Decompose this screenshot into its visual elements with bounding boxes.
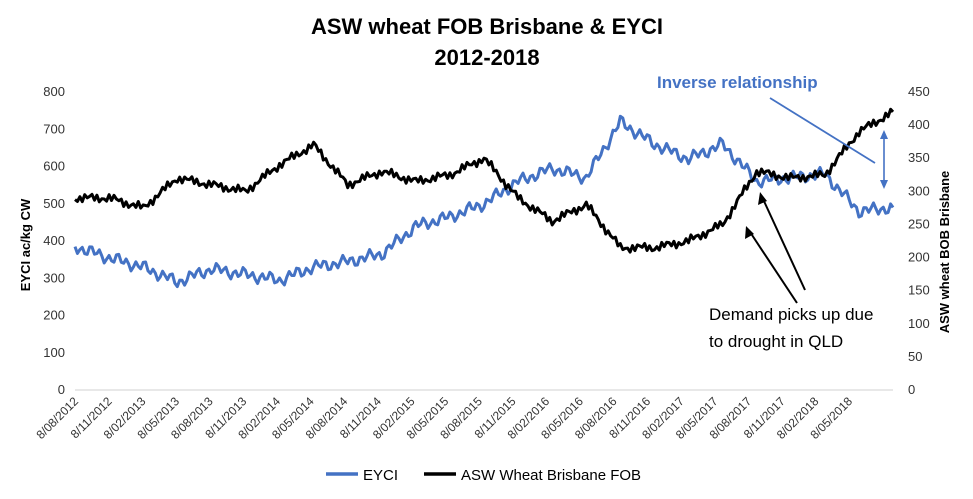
right-tick-label: 200 bbox=[908, 250, 930, 265]
annotation-demand-arrowhead-2 bbox=[758, 192, 767, 205]
left-tick-label: 600 bbox=[43, 159, 65, 174]
annotation-demand-arrowhead-1 bbox=[745, 226, 754, 239]
right-tick-label: 100 bbox=[908, 316, 930, 331]
annotation-demand-arrow-1 bbox=[749, 231, 798, 304]
right-tick-label: 300 bbox=[908, 183, 930, 198]
right-tick-label: 50 bbox=[908, 349, 922, 364]
series-layer bbox=[73, 107, 895, 289]
chart-title: ASW wheat FOB Brisbane & EYCI bbox=[311, 14, 663, 39]
chart-subtitle: 2012-2018 bbox=[434, 45, 539, 70]
left-tick-label: 500 bbox=[43, 196, 65, 211]
left-axis-label: EYCI ac/kg CW bbox=[18, 198, 33, 291]
left-tick-label: 800 bbox=[43, 84, 65, 99]
left-tick-label: 700 bbox=[43, 121, 65, 136]
left-tick-label: 200 bbox=[43, 308, 65, 323]
series-line-eyci bbox=[73, 114, 895, 289]
right-tick-label: 400 bbox=[908, 117, 930, 132]
left-tick-label: 300 bbox=[43, 270, 65, 285]
annotation-drought: to drought in QLD bbox=[709, 332, 843, 351]
x-axis-ticks: 8/08/20128/11/20128/02/20138/05/20138/08… bbox=[33, 394, 855, 442]
annotation-inverse-arrow bbox=[769, 97, 876, 164]
legend-label-wheat: ASW Wheat Brisbane FOB bbox=[461, 467, 641, 484]
right-tick-label: 350 bbox=[908, 150, 930, 165]
right-tick-label: 450 bbox=[908, 84, 930, 99]
annotation-demand: Demand picks up due bbox=[709, 305, 873, 324]
annotation-arrowhead-up bbox=[880, 130, 888, 139]
left-tick-label: 400 bbox=[43, 233, 65, 248]
left-axis-ticks: 0 100 200 300 400 500 600 700 800 bbox=[43, 84, 65, 397]
left-tick-label: 100 bbox=[43, 345, 65, 360]
annotation-demand-arrow-2 bbox=[762, 198, 806, 291]
left-tick-label: 0 bbox=[58, 382, 65, 397]
legend-label-eyci: EYCI bbox=[363, 467, 398, 484]
right-tick-label: 150 bbox=[908, 283, 930, 298]
right-axis-label: ASW wheat BOB Brisbane bbox=[937, 171, 952, 334]
right-tick-label: 250 bbox=[908, 216, 930, 231]
right-tick-label: 0 bbox=[908, 382, 915, 397]
annotation-inverse-relationship: Inverse relationship bbox=[657, 73, 818, 92]
annotation-arrowhead-down bbox=[880, 180, 888, 189]
series-line-wheat bbox=[74, 107, 895, 254]
right-axis-ticks: 0 50 100 150 200 250 300 350 400 450 bbox=[75, 84, 930, 397]
